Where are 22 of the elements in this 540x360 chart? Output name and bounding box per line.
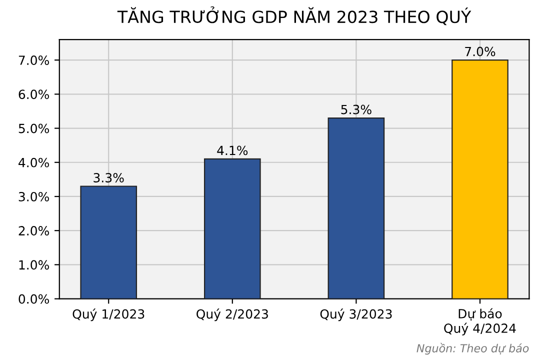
- bar: [328, 117, 385, 299]
- y-tick-label: 5.0%: [18, 124, 49, 134]
- x-tick-label: Quý 1/2023: [72, 308, 144, 322]
- x-tick-label: Quý 2/2023: [196, 308, 268, 322]
- bar: [204, 158, 261, 299]
- y-tick-label: 3.0%: [18, 192, 49, 202]
- y-tick-label: 6.0%: [18, 90, 49, 100]
- y-tick-label: 2.0%: [18, 226, 49, 236]
- chart-title: TĂNG TRƯỞNG GDP NĂM 2023 THEO QUÝ: [117, 6, 472, 26]
- y-tick-label: 0.0%: [18, 294, 49, 304]
- y-tick-label: 7.0%: [18, 56, 49, 65]
- x-tick-label: Quý 3/2023: [320, 308, 392, 322]
- y-tick-label: 4.0%: [18, 158, 49, 168]
- bar: [452, 60, 508, 299]
- data-label: 3.3%: [94, 172, 124, 182]
- data-label: 5.3%: [341, 104, 372, 114]
- data-label: 4.1%: [217, 146, 248, 156]
- bar: [80, 186, 138, 299]
- y-tick-label: 1.0%: [19, 260, 49, 270]
- data-label: 7.0%: [465, 46, 496, 56]
- x-tick-label: Dự báo Quý 4/2024: [444, 308, 516, 336]
- text: Nguồn: Theo dự báo: [416, 342, 529, 355]
